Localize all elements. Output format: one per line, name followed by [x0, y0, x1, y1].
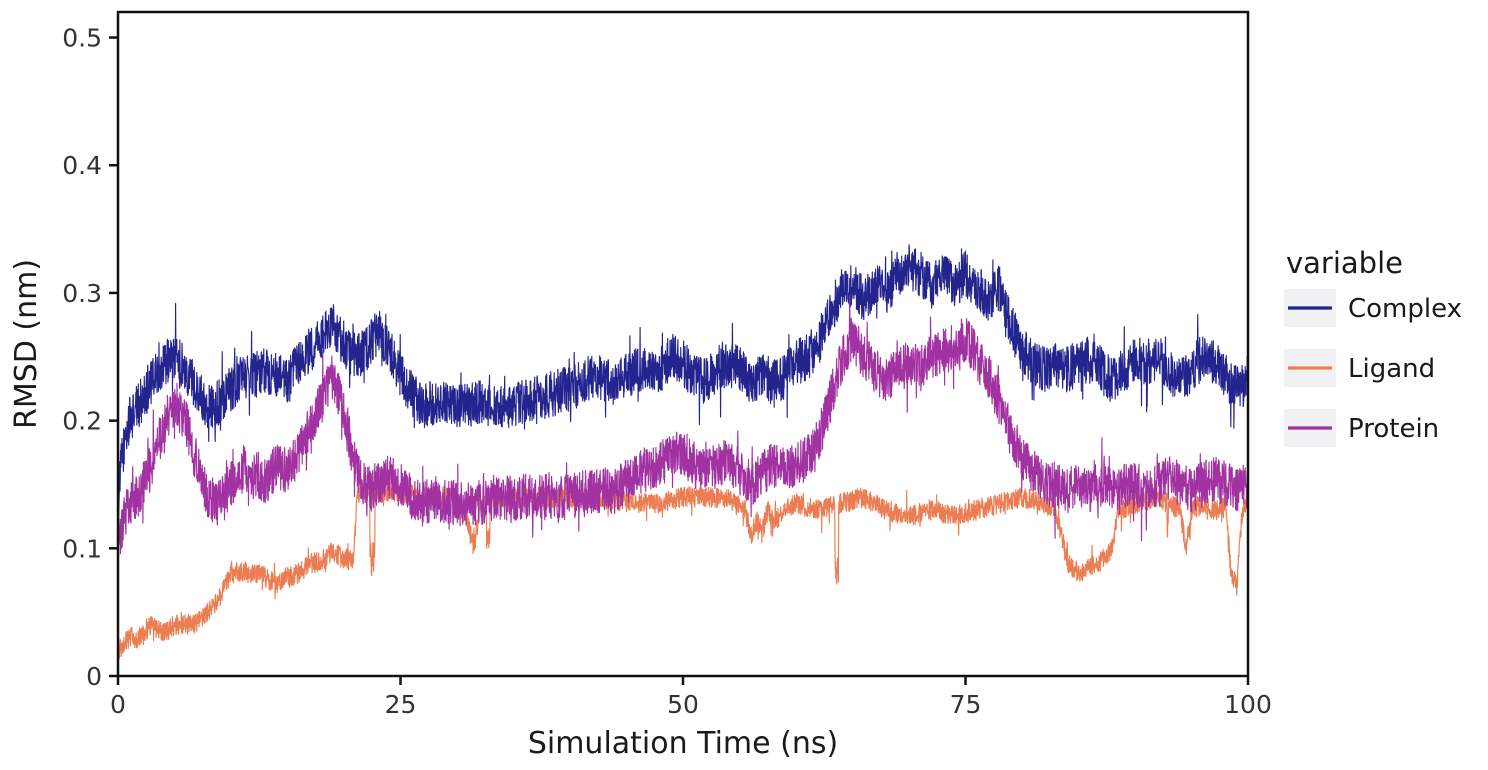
series-line-complex — [118, 244, 1248, 531]
series-line-protein — [118, 294, 1248, 558]
y-tick-label: 0.4 — [62, 151, 102, 180]
chart-ticks: 0 0.1 0.2 0.3 0.4 0.5 0 25 50 75 100 — [62, 24, 1272, 719]
legend-item-ligand: Ligand — [1284, 349, 1435, 387]
x-tick-label: 100 — [1224, 690, 1272, 719]
x-tick-label: 0 — [110, 690, 126, 719]
legend-item-label: Protein — [1348, 414, 1439, 444]
legend-item-protein: Protein — [1284, 409, 1439, 447]
legend-item-label: Ligand — [1348, 354, 1435, 384]
legend: variable Complex Ligand Protein — [1284, 246, 1462, 447]
x-tick-label: 75 — [950, 690, 982, 719]
x-tick-label: 50 — [667, 690, 699, 719]
legend-title: variable — [1286, 246, 1403, 280]
y-axis-label: RMSD (nm) — [9, 259, 44, 429]
legend-item-label: Complex — [1348, 294, 1462, 324]
x-axis-label: Simulation Time (ns) — [528, 726, 838, 761]
y-tick-label: 0.2 — [62, 407, 102, 436]
legend-items: Complex Ligand Protein — [1284, 289, 1462, 447]
series-line-ligand — [118, 472, 1248, 660]
y-tick-label: 0.5 — [62, 24, 102, 53]
y-tick-label: 0 — [86, 662, 102, 691]
legend-item-complex: Complex — [1284, 289, 1462, 327]
y-tick-label: 0.3 — [62, 279, 102, 308]
y-tick-label: 0.1 — [62, 534, 102, 563]
x-tick-label: 25 — [385, 690, 417, 719]
chart-series-layer — [118, 244, 1248, 660]
